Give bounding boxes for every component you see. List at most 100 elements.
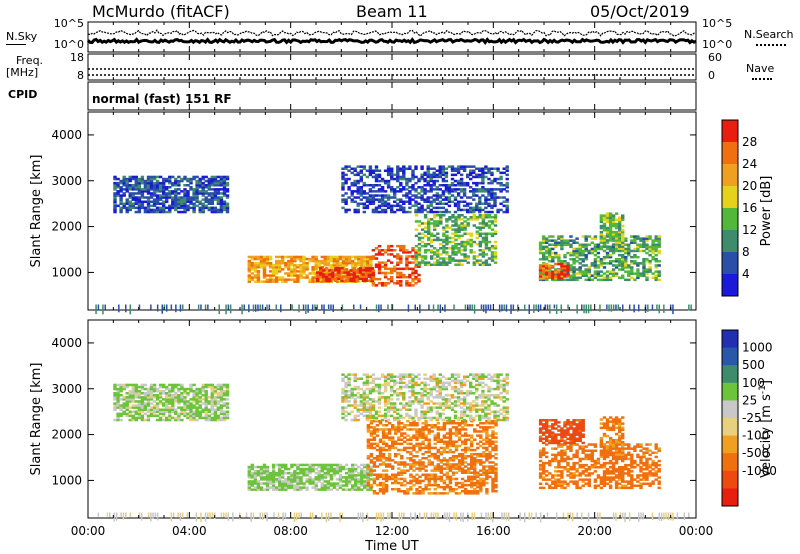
- echo-cell: [433, 247, 437, 250]
- echo-cell: [621, 241, 625, 244]
- echo-cell: [569, 476, 573, 479]
- echo-cell: [371, 200, 376, 203]
- ground-scatter-cell: [243, 304, 245, 310]
- echo-cell: [177, 210, 181, 214]
- echo-cell: [372, 477, 377, 481]
- echo-cell: [351, 463, 355, 467]
- echo-cell: [482, 455, 486, 458]
- echo-cell: [463, 442, 468, 446]
- echo-cell: [290, 465, 294, 469]
- echo-cell: [125, 200, 129, 203]
- echo-cell: [605, 247, 610, 251]
- echo-cell: [383, 249, 388, 252]
- echo-cell: [476, 446, 480, 450]
- echo-cell: [618, 474, 622, 477]
- echo-cell: [442, 459, 447, 462]
- echo-cell: [225, 210, 230, 214]
- echo-cell: [335, 471, 340, 475]
- echo-cell: [490, 171, 494, 175]
- echo-cell: [116, 186, 120, 189]
- echo-cell: [572, 474, 576, 477]
- echo-cell: [174, 190, 178, 193]
- echo-cell: [439, 214, 443, 217]
- echo-cell: [323, 488, 327, 491]
- echo-cell: [116, 184, 120, 187]
- echo-cell: [417, 208, 421, 212]
- echo-cell: [374, 206, 379, 210]
- echo-cell: [642, 243, 646, 246]
- echo-cell: [361, 273, 365, 276]
- echo-cell: [222, 194, 227, 197]
- echo-cell: [152, 194, 157, 197]
- echo-cell: [460, 434, 465, 437]
- echo-cell: [360, 259, 364, 263]
- echo-cell: [162, 196, 166, 199]
- echo-cell: [430, 475, 434, 479]
- echo-cell: [445, 461, 450, 464]
- echo-cell: [611, 424, 616, 427]
- echo-cell: [454, 428, 459, 431]
- echo-cell: [340, 271, 344, 274]
- echo-cell: [442, 463, 447, 466]
- echo-cell: [608, 262, 613, 265]
- echo-cell: [364, 275, 368, 278]
- echo-cell: [311, 257, 315, 261]
- echo-cell: [491, 434, 495, 437]
- echo-cell: [611, 426, 616, 430]
- echo-cell: [605, 253, 610, 257]
- echo-cell: [314, 478, 318, 481]
- echo-cell: [542, 258, 546, 261]
- echo-cell: [462, 208, 467, 212]
- echo-cell: [366, 446, 371, 450]
- ground-scatter-cell: [200, 304, 202, 311]
- echo-cell: [572, 441, 576, 445]
- echo-cell: [645, 482, 649, 485]
- echo-cell: [435, 202, 439, 205]
- echo-cell: [363, 261, 367, 265]
- echo-cell: [611, 235, 616, 238]
- echo-cell: [481, 251, 486, 254]
- echo-cell: [548, 275, 552, 278]
- ground-scatter-cell: [537, 304, 540, 312]
- echo-cell: [402, 165, 406, 168]
- echo-cell: [168, 194, 172, 197]
- echo-cell: [538, 251, 543, 255]
- echo-cell: [332, 257, 337, 261]
- echo-cell: [502, 196, 506, 199]
- echo-cell: [627, 278, 631, 282]
- echo-cell: [599, 480, 604, 483]
- echo-cell: [557, 243, 561, 246]
- echo-cell: [128, 192, 132, 195]
- echo-cell: [459, 167, 464, 170]
- echo-cell: [476, 479, 480, 483]
- echo-cell: [405, 181, 409, 185]
- echo-cell: [168, 208, 172, 212]
- echo-cell: [445, 224, 449, 227]
- echo-cell: [618, 424, 622, 427]
- echo-cell: [451, 490, 456, 493]
- echo-cell: [584, 243, 588, 246]
- echo-cell: [560, 271, 564, 274]
- echo-cell: [463, 422, 468, 425]
- echo-cell: [207, 202, 211, 205]
- echo-cell: [614, 266, 619, 269]
- echo-cell: [287, 482, 291, 485]
- echo-cell: [366, 428, 371, 431]
- echo-cell: [213, 194, 218, 197]
- echo-cell: [554, 437, 558, 441]
- echo-cell: [421, 457, 425, 460]
- echo-cell: [470, 452, 474, 456]
- echo-cell: [341, 167, 345, 170]
- echo-cell: [605, 428, 610, 432]
- echo-cell: [593, 466, 598, 469]
- echo-cell: [630, 447, 634, 450]
- echo-cell: [433, 220, 437, 223]
- echo-cell: [466, 208, 470, 212]
- echo-cell: [451, 442, 456, 446]
- echo-cell: [268, 471, 273, 475]
- echo-cell: [384, 488, 389, 491]
- echo-cell: [463, 434, 468, 437]
- echo-cell: [417, 247, 422, 250]
- echo-cell: [654, 245, 658, 249]
- echo-cell: [627, 270, 631, 273]
